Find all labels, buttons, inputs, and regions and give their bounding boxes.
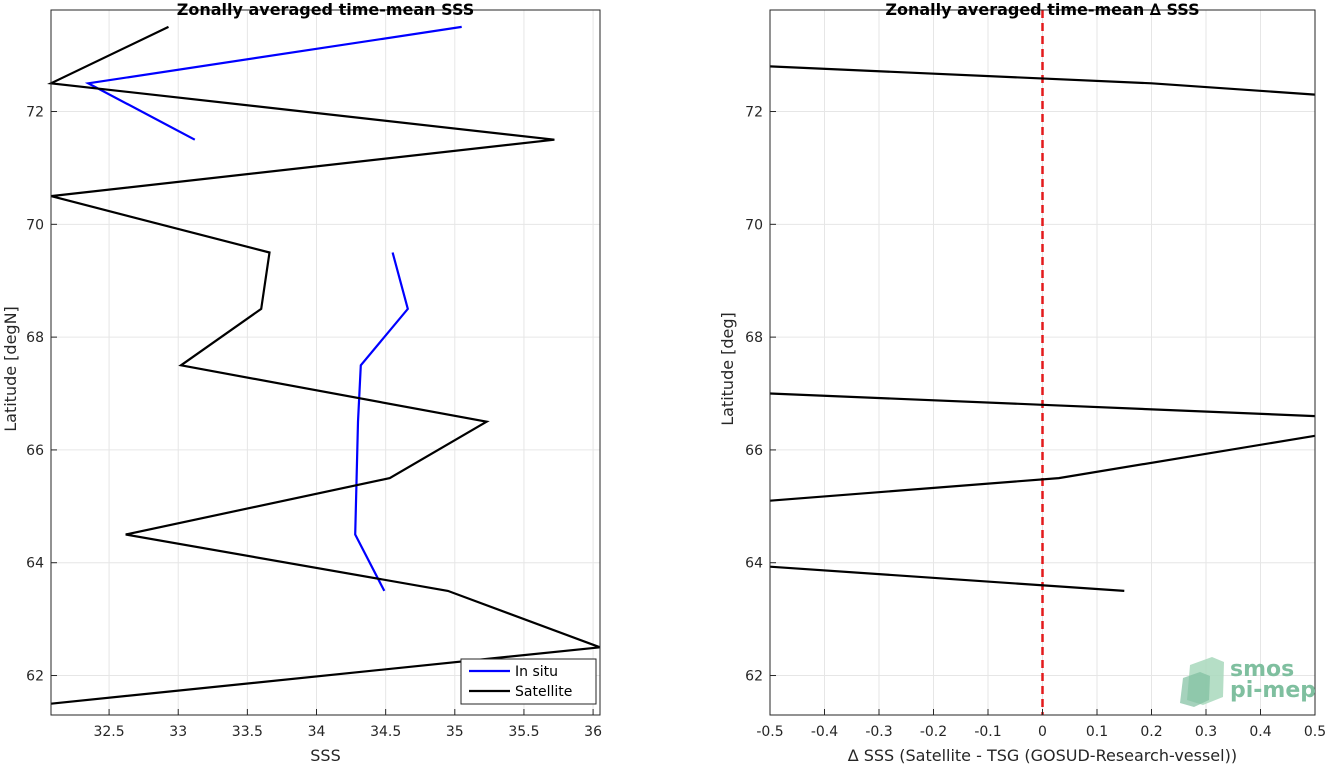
x-tick-label: 0.3 [1195,724,1217,740]
x-tick-label: -0.1 [974,724,1001,740]
x-tick-label: 36 [584,724,602,740]
x-ticks: -0.5 -0.4 -0.3 -0.2 -0.1 0 0.1 0.2 0.3 0.4 0.5 [756,709,1326,740]
legend-label-in-situ: In situ [515,664,558,680]
series-line-in-situ [84,25,462,141]
y-axis-label: Latitude [degN] [1,306,20,432]
x-tick-label: 33.5 [232,724,263,740]
y-grid [770,111,1315,677]
legend-label-satellite: Satellite [515,684,572,700]
x-tick-label: 35 [446,724,464,740]
y-tick-label: 68 [26,330,44,346]
y-tick-label: 72 [745,105,763,121]
y-ticks: 62 64 66 68 70 72 [26,105,57,685]
series-line-delta-sss [769,65,1316,96]
x-ticks: 32.5 33 33.5 34 34.5 35 35.5 36 [93,709,602,740]
y-tick-label: 72 [26,105,44,121]
x-axis-label: ∆ SSS (Satellite - TSG (GOSUD-Research-v… [847,746,1237,765]
y-tick-label: 68 [745,330,763,346]
x-tick-label: -0.5 [756,724,783,740]
y-tick-label: 64 [745,556,763,572]
legend-box [460,658,597,705]
y-axis-label: Latitude [deg] [718,312,737,426]
y-tick-label: 70 [745,217,763,233]
delta-sss-panel: -0.5 -0.4 -0.3 -0.2 -0.1 0 0.1 0.2 0.3 0.4 0.5 626… [718,0,1326,765]
y-tick-label: 66 [26,443,44,459]
x-axis-label: SSS [310,746,340,765]
sss-panel: 32.5 33 33.5 34 34.5 35 35.5 36 62 64 66 68 70 72 Zo… [1,0,602,765]
chart-title: Zonally averaged time-mean SSS [177,0,475,19]
smos-pi-mep-logo: smos pi-mep [1180,657,1316,707]
x-tick-label: 0.5 [1304,724,1326,740]
series-line-delta-sss [769,434,1316,502]
y-tick-label: 62 [745,669,763,685]
x-tick-label: 33 [169,724,187,740]
series-line-delta-sss [769,392,1316,418]
y-tick-label: 70 [26,217,44,233]
logo-text-pi-mep: pi-mep [1230,678,1316,703]
x-tick-label: 0.2 [1140,724,1162,740]
chart-title: Zonally averaged time-mean ∆ SSS [885,0,1199,19]
series-layer [47,25,601,705]
legend: In situ Satellite [460,658,597,705]
x-tick-label: -0.2 [920,724,947,740]
series-layer [769,10,1316,715]
x-tick-label: 35.5 [508,724,539,740]
x-tick-label: -0.3 [865,724,892,740]
series-line-satellite [47,25,601,705]
plot-area [51,10,600,715]
series-line-delta-sss [769,565,1125,592]
x-tick-label: 0.4 [1249,724,1271,740]
x-tick-label: 34 [308,724,326,740]
x-tick-label: 34.5 [370,724,401,740]
plot-frame [50,9,601,716]
x-tick-label: 0 [1038,724,1047,740]
y-tick-label: 64 [26,556,44,572]
y-tick-label: 66 [745,443,763,459]
series-line-in-situ [354,252,410,592]
y-ticks: 62 64 66 68 70 72 [745,105,776,685]
logo-text-smos: smos [1230,657,1294,682]
logo-mark-shade [1180,672,1210,707]
x-tick-label: -0.4 [811,724,838,740]
x-tick-label: 0.1 [1086,724,1108,740]
y-tick-label: 62 [26,669,44,685]
x-tick-label: 32.5 [93,724,124,740]
